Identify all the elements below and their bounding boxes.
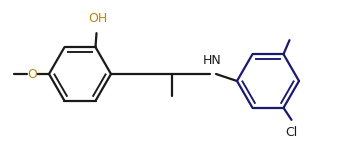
Text: O: O (27, 68, 37, 80)
Text: HN: HN (203, 54, 221, 67)
Text: Cl: Cl (285, 126, 298, 139)
Text: OH: OH (88, 12, 107, 25)
